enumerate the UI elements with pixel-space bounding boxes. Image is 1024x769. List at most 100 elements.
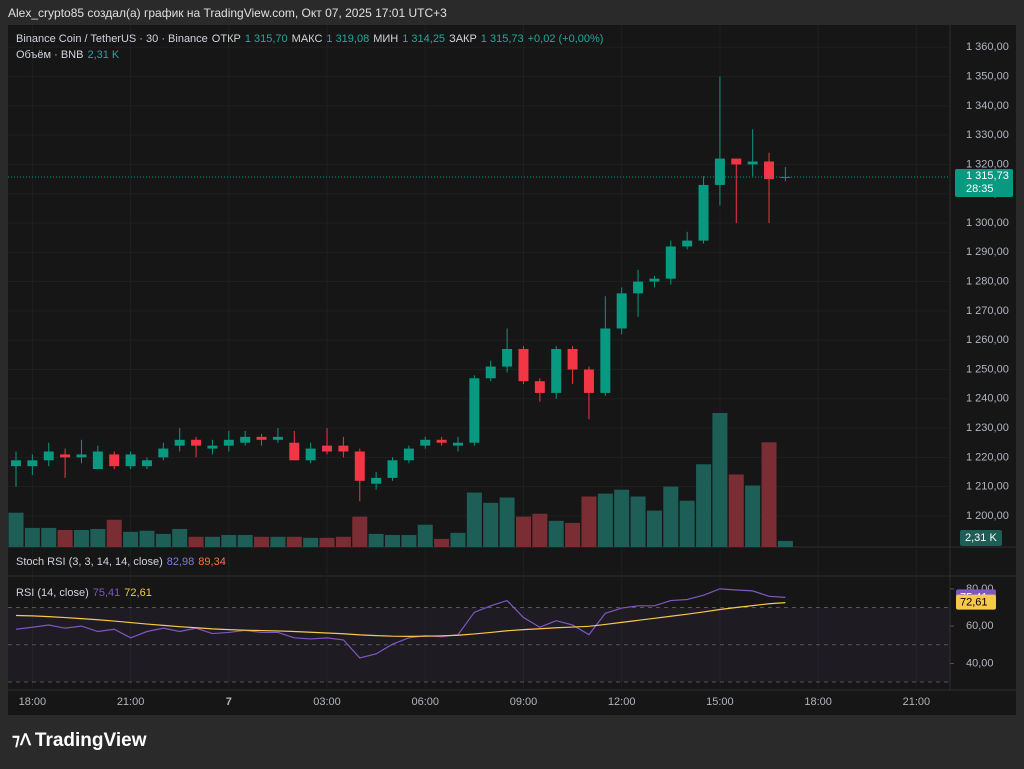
volume-bar [696, 464, 712, 547]
candle-body [158, 448, 169, 458]
volume-bar [466, 492, 482, 547]
volume-bar [41, 527, 57, 547]
stoch-k: 82,98 [166, 556, 195, 568]
volume-bar [483, 502, 499, 547]
rsi-ma: 72,61 [124, 587, 152, 599]
candle-body [600, 328, 611, 393]
candle-body [485, 366, 496, 379]
x-tick-label: 03:00 [313, 696, 341, 708]
volume-bar [679, 500, 695, 547]
volume-bar [57, 529, 73, 547]
countdown: 28:35 [966, 183, 994, 195]
candle-body [714, 158, 725, 185]
rsi-tick-label: 40,00 [966, 657, 994, 669]
volume-bar [450, 532, 466, 547]
ohlc-value: 1 315,73 [480, 33, 524, 45]
x-tick-label: 06:00 [411, 696, 439, 708]
candle-body [403, 448, 414, 461]
volume-bar [8, 512, 24, 547]
ohlc-value: 1 314,25 [402, 33, 446, 45]
candle-body [305, 448, 316, 461]
volume-box [960, 530, 1002, 546]
candle-body [11, 460, 21, 467]
candle-body [502, 348, 513, 367]
candle-body [207, 445, 218, 449]
candle-body [272, 436, 283, 440]
volume-bar [106, 519, 122, 547]
candle-body [420, 439, 431, 446]
volume-bar [155, 533, 171, 547]
volume-legend: Объём · BNB 2,31 K [16, 49, 119, 61]
y-tick-label: 1 200,00 [966, 510, 1009, 522]
candle-body [616, 293, 627, 329]
volume-bar [417, 524, 433, 547]
logo-text: TradingView [34, 730, 147, 751]
legend: Binance Coin / TetherUS · 30 · Binance О… [16, 33, 603, 45]
y-tick-label: 1 210,00 [966, 481, 1009, 493]
candle-body [60, 454, 71, 458]
candle-body [469, 378, 480, 443]
candle-body [665, 246, 676, 279]
candle-body [141, 460, 152, 467]
candle-body [567, 348, 578, 370]
candle-body [338, 445, 349, 452]
volume-bar [139, 530, 155, 547]
y-tick-label: 1 350,00 [966, 70, 1009, 82]
candle-body [43, 451, 54, 461]
ohlc: ОТКР 1 315,70 МАКС 1 319,08 МИН 1 314,25 ЗАКР 1… [212, 33, 524, 45]
rsi-axis-label: 72,61 [960, 597, 988, 609]
candle-body [764, 161, 775, 180]
candle-body [174, 439, 185, 446]
x-tick-label: 18:00 [19, 696, 47, 708]
stoch-legend: Stoch RSI (3, 3, 14, 14, close) 82,98 89… [16, 556, 226, 568]
ohlc-label: МАКС [291, 33, 323, 45]
volume-bar [565, 522, 581, 547]
rsi-legend: RSI (14, close) 75,41 72,61 [16, 587, 152, 599]
volume-bar [712, 413, 728, 547]
candle-body [256, 436, 267, 440]
volume-bar [73, 529, 89, 547]
volume-bar [777, 540, 793, 547]
rsi-axis-box [956, 594, 996, 610]
candle-body [583, 369, 594, 393]
volume-bar [614, 489, 630, 547]
candle-body [27, 460, 38, 467]
candle-body [698, 184, 709, 241]
y-tick-label: 1 340,00 [966, 100, 1009, 112]
volume-bar [123, 531, 139, 547]
volume-axis-label: 2,31 K [965, 532, 997, 544]
x-tick-label: 18:00 [804, 696, 832, 708]
y-tick-label: 1 270,00 [966, 305, 1009, 317]
volume-bar [335, 536, 351, 547]
volume-bar [728, 474, 744, 547]
x-tick-label: 12:00 [608, 696, 636, 708]
candle-body [682, 240, 693, 247]
volume-bar [172, 528, 188, 547]
candle-body [240, 436, 251, 443]
volume-bar [237, 534, 253, 547]
x-tick-label: 21:00 [117, 696, 145, 708]
rsi-value: 75,41 [92, 587, 121, 599]
x-tick-label: 15:00 [706, 696, 734, 708]
volume-bar [745, 485, 761, 547]
y-tick-label: 1 300,00 [966, 217, 1009, 229]
volume-bar [204, 536, 220, 547]
ohlc-label: ОТКР [211, 33, 241, 45]
candle-body [125, 454, 136, 467]
y-tick-label: 1 290,00 [966, 246, 1009, 258]
volume-value: 2,31 K [87, 49, 120, 61]
volume-bar [761, 442, 777, 547]
volume-bar [581, 496, 597, 547]
candle-body [518, 348, 529, 382]
candle-body [534, 381, 545, 393]
volume-bar [286, 536, 302, 547]
volume-bar [319, 537, 335, 547]
volume-bar [188, 536, 204, 547]
volume-bar [368, 533, 384, 547]
candle-body [191, 439, 202, 446]
candle-body [223, 439, 234, 446]
x-tick-label: 21:00 [903, 696, 931, 708]
volume-bar [352, 516, 368, 547]
x-tick-label: 7 [226, 696, 232, 708]
volume-bar [597, 493, 613, 547]
